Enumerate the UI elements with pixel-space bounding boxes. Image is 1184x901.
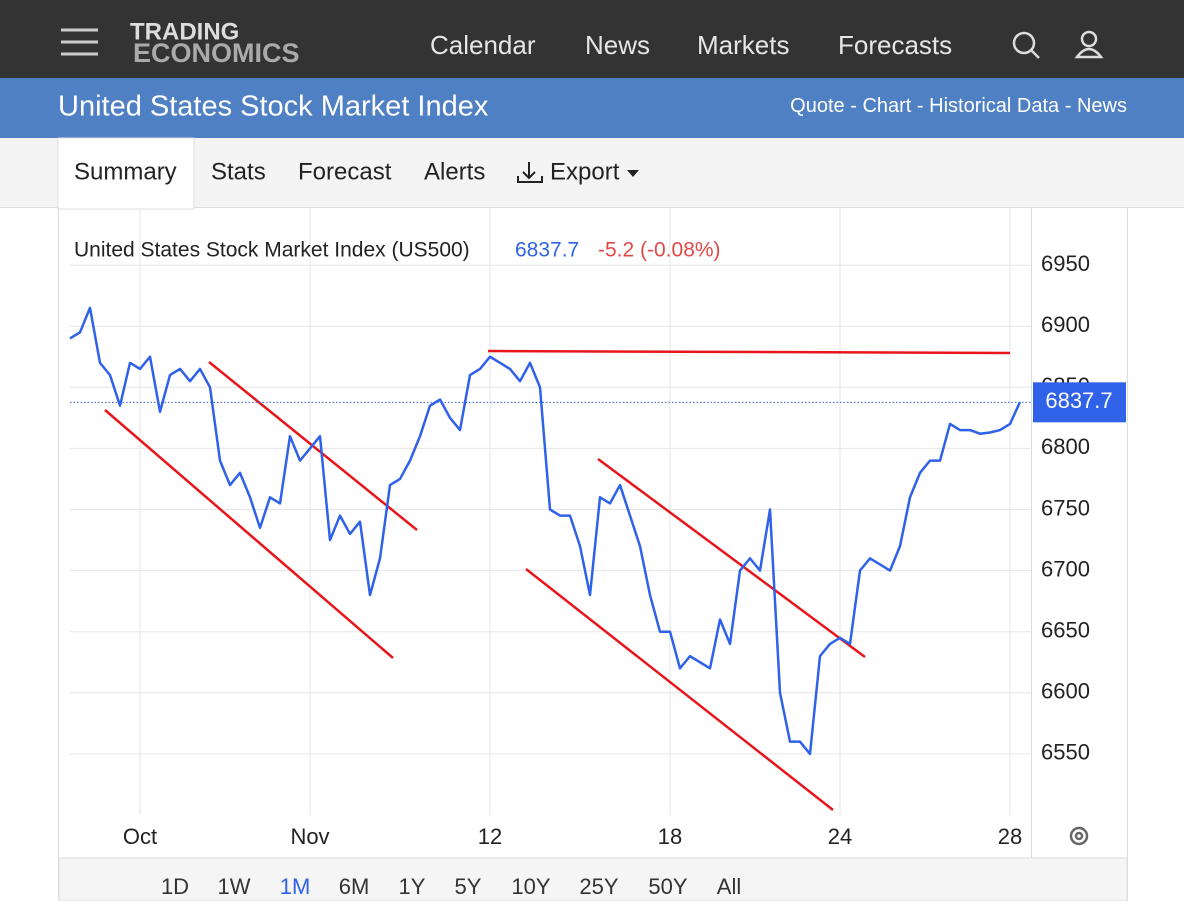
active-tab — [57, 137, 195, 210]
export-icon[interactable] — [517, 162, 543, 183]
x-tick-label: Nov — [290, 824, 329, 849]
header-link[interactable]: Historical Data — [929, 95, 1060, 117]
settings-icon[interactable] — [1069, 826, 1089, 846]
range-button[interactable]: 5Y — [455, 874, 482, 899]
grid — [70, 208, 1031, 815]
range-button[interactable]: 1Y — [399, 874, 426, 899]
separator: - — [917, 95, 924, 117]
range-button[interactable]: 6M — [339, 874, 370, 899]
chart-title: United States Stock Market Index (US500) — [74, 239, 470, 262]
separator: - — [1065, 95, 1072, 117]
chart-change: -5.2 (-0.08%) — [598, 239, 721, 262]
range-button[interactable]: 50Y — [648, 874, 687, 899]
nav-bar — [0, 0, 1184, 78]
range-button[interactable]: 1M — [280, 874, 311, 899]
y-tick-label: 6900 — [1041, 312, 1090, 337]
y-tick-label: 6950 — [1041, 251, 1090, 276]
header-bar — [0, 78, 1184, 138]
menu-icon[interactable] — [61, 28, 98, 56]
tab-bar — [0, 138, 1184, 208]
nav-link[interactable]: Markets — [697, 30, 789, 60]
y-tick-label: 6800 — [1041, 434, 1090, 459]
y-tick-label: 6600 — [1041, 679, 1090, 704]
nav-link[interactable]: Forecasts — [838, 30, 952, 60]
range-button[interactable]: 10Y — [511, 874, 550, 899]
header-link[interactable]: News — [1077, 95, 1127, 117]
header-links: Quote - Chart - Historical Data - News — [790, 95, 1127, 117]
y-tick-label: 6550 — [1041, 740, 1090, 765]
last-price-label: 6837.7 — [1045, 388, 1112, 413]
y-tick-label: 6650 — [1041, 618, 1090, 643]
logo[interactable]: ECONOMICS — [133, 38, 300, 68]
y-tick-label: 6750 — [1041, 495, 1090, 520]
header-link[interactable]: Quote — [790, 95, 844, 117]
range-button[interactable]: All — [717, 874, 741, 899]
tab[interactable]: Stats — [211, 158, 266, 185]
search-icon[interactable] — [1012, 31, 1040, 59]
nav-link[interactable]: Calendar — [430, 30, 536, 60]
user-icon[interactable] — [1074, 30, 1104, 59]
x-tick-label: Oct — [123, 824, 157, 849]
separator: - — [850, 95, 857, 117]
price-line — [69, 306, 1022, 756]
logo[interactable]: TRADING — [130, 18, 239, 45]
trend-lines — [104, 349, 1011, 811]
nav-link[interactable]: News — [585, 30, 650, 60]
tab[interactable]: Summary — [74, 158, 177, 185]
range-button[interactable]: 1D — [161, 874, 189, 899]
range-button[interactable]: 1W — [218, 874, 251, 899]
x-tick-label: 12 — [478, 824, 502, 849]
header-link[interactable]: Chart — [862, 95, 911, 117]
tab[interactable]: Alerts — [424, 158, 485, 185]
dropdown-caret[interactable] — [627, 170, 639, 177]
page-title: United States Stock Market Index — [58, 91, 489, 123]
tab[interactable]: Forecast — [298, 158, 392, 185]
x-tick-label: 24 — [828, 824, 852, 849]
tab[interactable]: Export — [550, 158, 620, 185]
x-tick-label: 28 — [998, 824, 1022, 849]
range-bar — [58, 857, 1128, 901]
x-tick-label: 18 — [658, 824, 682, 849]
last-price-box — [1033, 382, 1126, 423]
range-button[interactable]: 25Y — [579, 874, 618, 899]
y-tick-label: 6700 — [1041, 556, 1090, 581]
chart-price: 6837.7 — [515, 239, 579, 262]
